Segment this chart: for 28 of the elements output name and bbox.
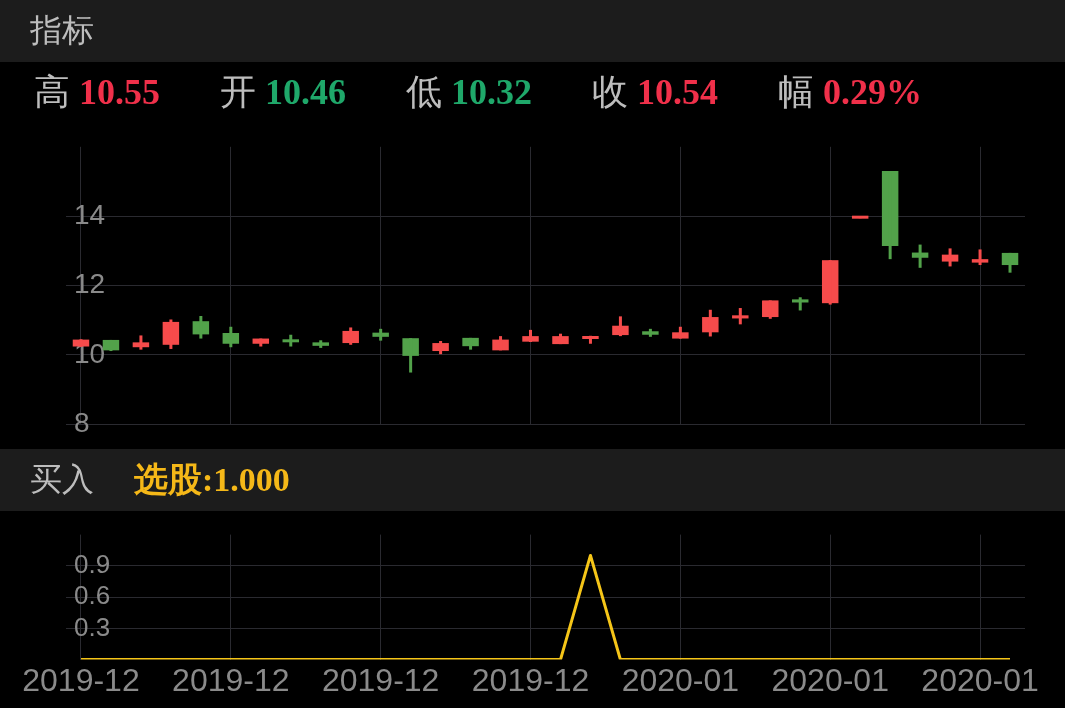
x-tick-label: 2020-01: [621, 661, 740, 698]
text: 高 10.55: [34, 70, 160, 112]
chart-title: 指标: [30, 11, 94, 50]
text: 幅 0.29%: [778, 70, 922, 112]
y-tick-label: 0.3: [74, 611, 111, 642]
y-tick-label: 10: [74, 337, 106, 369]
x-tick-label: 2019-12: [321, 661, 440, 698]
text: 选股:1.000: [134, 460, 290, 500]
candlestick: [312, 340, 329, 348]
candlestick: [971, 249, 989, 267]
x-tick-label: 2019-12: [471, 661, 590, 698]
candlestick: [642, 327, 659, 337]
text: 收 10.54: [592, 70, 718, 112]
candlestick: [522, 328, 539, 343]
x-tick-label: 2020-01: [921, 661, 1039, 698]
y-tick-label: 0.6: [74, 580, 111, 611]
y-tick-label: 14: [74, 198, 106, 230]
text: 开 10.46: [220, 70, 346, 112]
y-tick-label: 12: [74, 268, 106, 300]
y-tick-label: 8: [74, 406, 90, 438]
x-tick-label: 2019-12: [172, 661, 290, 698]
text: 低 10.32: [406, 70, 532, 112]
y-tick-label: 0.9: [74, 549, 111, 580]
candlestick: [851, 215, 869, 220]
candlestick: [672, 325, 689, 339]
x-tick-label: 2020-01: [771, 661, 889, 698]
chart-title: 买入: [30, 460, 94, 499]
x-tick-label: 2019-12: [22, 661, 140, 698]
